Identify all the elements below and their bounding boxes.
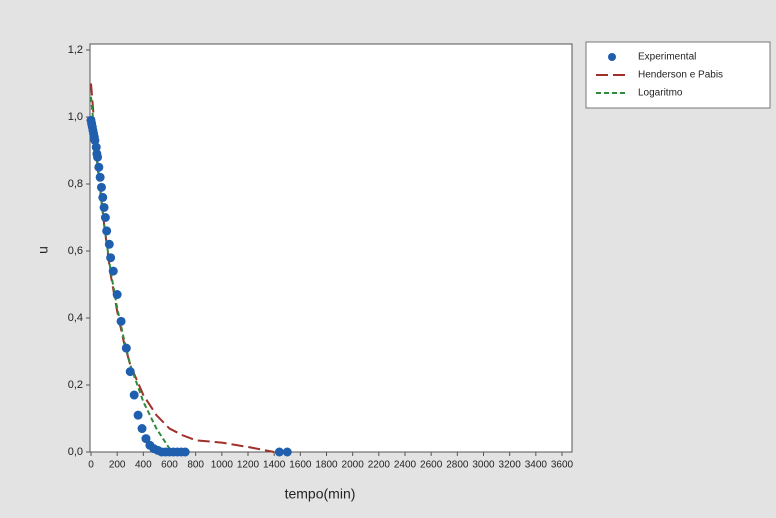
y-tick-label: 0,2: [68, 379, 83, 391]
y-tick-label: 0,8: [68, 178, 83, 190]
x-tick-label: 600: [161, 460, 178, 471]
data-point: [91, 142, 101, 152]
x-tick-label: 2400: [394, 460, 417, 471]
x-tick-label: 2600: [420, 460, 443, 471]
data-point: [90, 135, 100, 145]
data-point: [96, 182, 106, 192]
legend-label: Experimental: [638, 52, 696, 63]
x-tick-label: 1200: [237, 460, 260, 471]
y-tick-label: 0,0: [68, 446, 83, 458]
data-point: [141, 434, 151, 444]
x-tick-label: 0: [88, 460, 94, 471]
data-point: [104, 239, 114, 249]
x-axis-label: tempo(min): [285, 486, 356, 502]
plot-area: [89, 43, 573, 453]
data-point: [121, 343, 131, 353]
data-point: [102, 226, 112, 236]
legend-label: Henderson e Pabis: [638, 70, 723, 81]
x-tick-label: 400: [135, 460, 152, 471]
data-point: [94, 162, 104, 172]
data-point: [133, 410, 143, 420]
y-tick-label: 1,0: [68, 111, 83, 123]
data-point: [274, 447, 284, 457]
y-tick-label: 0,4: [68, 312, 83, 324]
x-tick-label: 2000: [342, 460, 365, 471]
data-point: [99, 202, 109, 212]
data-point: [98, 192, 108, 202]
x-tick-label: 3600: [551, 460, 574, 471]
y-axis-label: u: [35, 246, 51, 254]
x-tick-label: 3200: [499, 460, 522, 471]
y-tick-label: 1,2: [68, 44, 83, 56]
data-point: [282, 447, 292, 457]
data-point: [108, 266, 118, 276]
data-point: [112, 290, 122, 300]
data-point: [100, 213, 110, 222]
data-point: [125, 367, 135, 377]
x-tick-label: 200: [109, 460, 126, 471]
y-tick-label: 0,6: [68, 245, 83, 257]
data-point: [116, 316, 126, 326]
data-point: [180, 447, 190, 457]
data-point: [129, 390, 139, 400]
data-point: [137, 424, 147, 434]
x-tick-label: 1400: [263, 460, 286, 471]
legend-label: Logaritmo: [638, 88, 683, 99]
x-tick-label: 800: [187, 460, 204, 471]
data-point: [95, 172, 105, 182]
x-tick-label: 3400: [525, 460, 548, 471]
data-point: [106, 253, 116, 263]
x-tick-label: 1000: [211, 460, 234, 471]
x-tick-label: 3000: [472, 460, 495, 471]
data-point: [93, 152, 103, 162]
x-tick-label: 1600: [289, 460, 312, 471]
legend-marker: [608, 53, 616, 61]
x-tick-label: 2200: [368, 460, 391, 471]
x-tick-label: 2800: [446, 460, 469, 471]
x-tick-label: 1800: [315, 460, 338, 471]
